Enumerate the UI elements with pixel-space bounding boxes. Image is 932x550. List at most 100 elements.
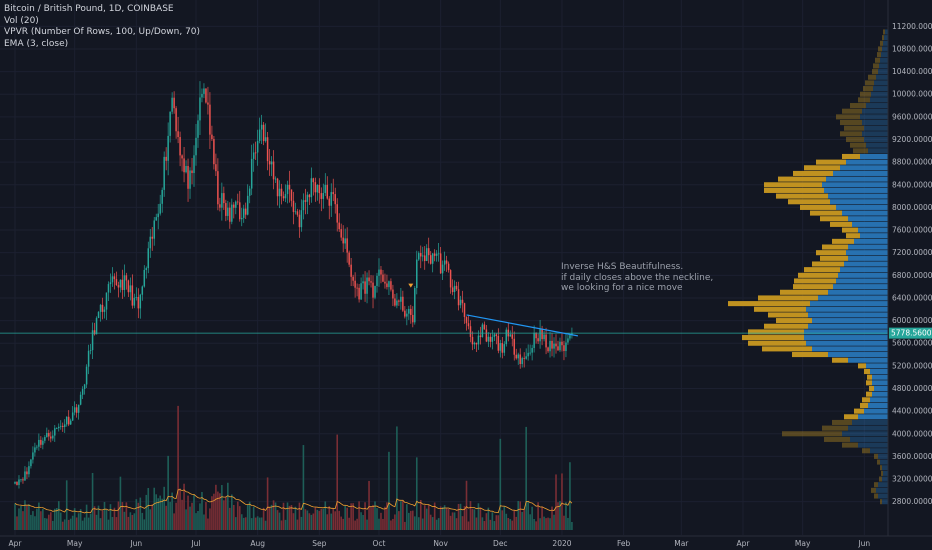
- vpvr-row-up-82: [878, 493, 888, 499]
- candle-267: [545, 327, 547, 355]
- vpvr-row-up-32: [842, 210, 888, 216]
- volume-bar-42: [97, 505, 100, 530]
- volume-bar-256: [523, 509, 525, 530]
- vpvr-row-up-79: [882, 476, 888, 482]
- volume-bar-229: [469, 501, 472, 530]
- volume-bar-214: [439, 506, 442, 530]
- vpvr-row-up-59: [866, 363, 888, 369]
- y-tick-label-19: 3600.000000: [892, 452, 932, 461]
- vpvr-row-down-6: [873, 63, 879, 69]
- vpvr-row-down-43: [798, 272, 838, 278]
- vpvr-row-down-33: [820, 216, 848, 222]
- candle-195: [402, 290, 404, 313]
- volume-bar-195: [402, 500, 404, 530]
- vpvr-row-up-71: [842, 431, 888, 437]
- candle-198: [408, 305, 410, 320]
- legend-vpvr[interactable]: VPVR (Number Of Rows, 100, Up/Down, 70): [4, 27, 201, 37]
- volume-bar-140: [292, 513, 295, 530]
- volume-bar-53: [119, 476, 122, 530]
- vpvr-row-up-44: [836, 278, 888, 284]
- volume-bar-192: [396, 426, 398, 530]
- candle-86: [185, 160, 187, 174]
- volume-bar-117: [246, 504, 249, 530]
- legend-ema[interactable]: EMA (3, close): [4, 38, 69, 49]
- candle-180: [372, 275, 374, 309]
- vpvr-row-up-60: [870, 368, 888, 375]
- candle-122: [256, 129, 259, 166]
- candle-130: [272, 150, 275, 190]
- vpvr-row-down-19: [846, 136, 864, 143]
- volume-bar-130: [272, 500, 275, 530]
- volume-bar-186: [384, 506, 386, 530]
- vpvr-row-up-61: [872, 374, 888, 380]
- legend-symbol[interactable]: Bitcoin / British Pound, 1D, COINBASE: [4, 4, 174, 14]
- candle-228: [467, 314, 470, 330]
- volume-bar-124: [260, 517, 263, 530]
- candle-266: [543, 330, 545, 342]
- candle-37: [87, 344, 90, 375]
- candle-173: [358, 283, 360, 303]
- vpvr-row-down-81: [871, 487, 876, 493]
- text-annotation[interactable]: Inverse H&S Beautifulness. if daily clos…: [561, 262, 713, 294]
- volume-bar-202: [415, 457, 418, 530]
- vpvr-row-down-0: [883, 29, 885, 35]
- vpvr-row-up-65: [870, 397, 888, 403]
- volume-bar-191: [394, 514, 396, 530]
- volume-bar-176: [364, 502, 366, 530]
- candle-245: [501, 337, 504, 359]
- volume-bar-96: [205, 502, 207, 530]
- candle-68: [149, 229, 152, 258]
- volume-bar-24: [61, 521, 64, 530]
- candle-163: [338, 213, 340, 232]
- candle-81: [175, 106, 177, 139]
- candle-31: [75, 404, 78, 418]
- candle-60: [133, 293, 136, 309]
- volume-bar-226: [463, 506, 466, 530]
- candle-235: [481, 322, 484, 338]
- price-axis[interactable]: 11200.000000 10800.000000 10400.000000 1000…: [887, 0, 932, 536]
- neckline-trendline[interactable]: [466, 314, 578, 337]
- volume-bar-234: [479, 507, 482, 530]
- volume-bar-141: [294, 506, 297, 530]
- candle-210: [431, 253, 434, 273]
- volume-bar-72: [157, 498, 160, 530]
- vpvr-row-up-4: [881, 52, 888, 58]
- volume-bar-161: [334, 511, 337, 530]
- vpvr-row-up-15: [860, 114, 888, 120]
- volume-bar-37: [87, 517, 90, 530]
- vpvr-row-up-6: [879, 63, 888, 69]
- volume-bar-149: [310, 514, 313, 530]
- candle-181: [374, 285, 376, 300]
- volume-bar-118: [248, 501, 251, 530]
- y-tick-label-9: 7600.000000: [892, 226, 932, 235]
- candle-242: [495, 333, 498, 345]
- volume-bar-268: [547, 517, 549, 530]
- candle-270: [551, 333, 553, 357]
- volume-bar-127: [266, 477, 269, 530]
- candle-26: [65, 416, 68, 427]
- volume-bar-90: [193, 494, 195, 530]
- volume-bar-160: [332, 508, 335, 530]
- volume-bar-137: [286, 502, 289, 530]
- candle-134: [280, 183, 283, 205]
- candle-88: [189, 167, 191, 199]
- vpvr-row-up-10: [873, 86, 888, 92]
- volume-bar-265: [541, 506, 543, 530]
- vpvr-row-up-17: [864, 125, 888, 131]
- vpvr-row-down-8: [868, 74, 876, 80]
- time-axis-bg: [0, 536, 932, 550]
- volume-bar-54: [121, 502, 124, 530]
- volume-bar-67: [147, 488, 150, 530]
- volume-bar-157: [326, 514, 329, 530]
- volume-bar-99: [211, 496, 213, 530]
- volume-bar-189: [390, 520, 392, 530]
- vpvr-row-down-65: [862, 397, 870, 403]
- time-axis[interactable]: Apr May Jun Jul Aug Sep Oct Nov Dec 2020 Feb Mar Apr…: [0, 535, 932, 550]
- candle-246: [503, 341, 506, 356]
- price-badge-label: 5778.560000: [891, 329, 932, 338]
- candle-49: [111, 267, 114, 287]
- y-tick-label-15: 5200.000000: [892, 361, 932, 370]
- legend-volume[interactable]: Vol (20): [4, 15, 39, 26]
- vpvr-row-down-70: [822, 425, 848, 431]
